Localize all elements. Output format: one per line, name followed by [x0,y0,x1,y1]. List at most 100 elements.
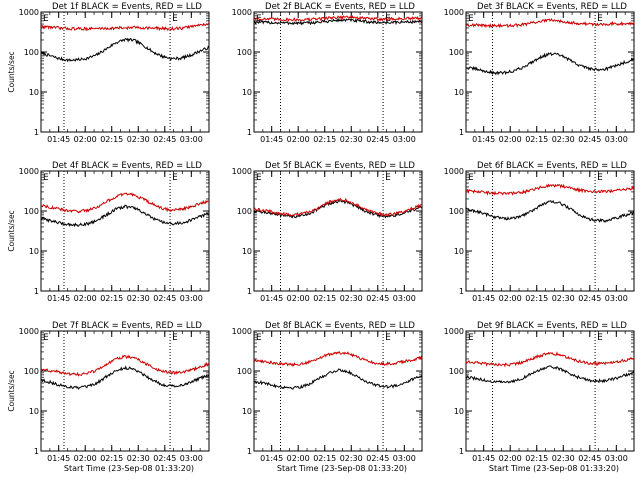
plot-frame [465,330,635,452]
y-tick-label: 1000 [444,8,464,17]
x-tick-label: 02:30 [340,135,363,144]
x-tick-label: 02:45 [153,454,176,463]
panel-title: Det 2f BLACK = Events, RED = LLD [265,2,415,12]
x-tick-label: 02:15 [313,294,336,303]
x-tick-label: 02:15 [100,454,123,463]
y-axis-label: Counts/sec [7,51,16,92]
x-tick-label: 02:00 [74,454,97,463]
x-axis-label: Start Time (23-Sep-08 01:33:20) [489,464,619,473]
x-tick-label: 02:00 [74,135,97,144]
y-axis-label: Counts/sec [7,370,16,411]
x-tick-label: 02:45 [153,294,176,303]
x-tick-label: 02:15 [525,135,548,144]
y-tick-label: 1000 [232,167,252,176]
x-tick-label: 01:45 [47,135,70,144]
y-tick-label: 100 [237,48,252,57]
panel-title: Det 9f BLACK = Events, RED = LLD [477,321,627,331]
flag-left: E [468,14,474,24]
x-tick-label: 02:00 [287,135,310,144]
y-tick-label: 10 [242,247,252,256]
x-tick-label: 02:00 [499,454,522,463]
y-tick-label: 1 [247,447,252,456]
flag-right: E [385,333,391,343]
x-tick-label: 03:00 [180,294,203,303]
y-tick-label: 1 [459,128,464,137]
flag-left: E [468,333,474,343]
x-tick-label: 02:15 [100,294,123,303]
x-tick-label: 02:00 [287,454,310,463]
panel-9: Det 9f BLACK = Events, RED = LLD 1 10 100 10… [444,321,635,473]
x-axis-label: Start Time (23-Sep-08 01:33:20) [277,464,407,473]
x-tick-label: 02:45 [366,135,389,144]
x-tick-label: 03:00 [393,135,416,144]
events-series-line [40,204,210,228]
lld-series-line [465,351,635,368]
x-tick-label: 03:00 [393,294,416,303]
flag-right: E [597,14,603,24]
y-tick-label: 1 [459,447,464,456]
x-tick-label: 01:45 [260,454,283,463]
x-tick-label: 02:30 [552,294,575,303]
panel-3: Det 3f BLACK = Events, RED = LLD 1 10 100 10… [444,2,635,144]
x-tick-label: 01:45 [260,294,283,303]
flag-right: E [172,14,178,24]
y-tick-label: 1 [34,287,39,296]
y-tick-label: 10 [242,407,252,416]
plot-frame [465,11,635,133]
x-tick-label: 03:00 [180,454,203,463]
flag-right: E [385,173,391,183]
y-tick-label: 1 [247,287,252,296]
x-tick-label: 01:45 [472,294,495,303]
panel-title: Det 8f BLACK = Events, RED = LLD [265,321,415,331]
y-tick-label: 1000 [232,8,252,17]
x-tick-label: 02:30 [340,454,363,463]
x-tick-label: 02:30 [340,294,363,303]
y-axis-label: Counts/sec [7,210,16,251]
plot-frame [40,330,210,452]
panel-title: Det 7f BLACK = Events, RED = LLD [52,321,202,331]
x-tick-label: 02:45 [153,135,176,144]
panel-4: Det 4f BLACK = Events, RED = LLD 1 10 100 10… [7,161,210,303]
x-tick-label: 02:00 [499,135,522,144]
events-series-line [465,365,635,384]
events-series-line [465,51,635,76]
panel-title: Det 5f BLACK = Events, RED = LLD [265,161,415,171]
y-tick-label: 10 [454,407,464,416]
x-tick-label: 01:45 [472,135,495,144]
lld-series-line [40,22,210,32]
plot-frame [40,11,210,133]
events-series-line [40,37,210,63]
x-tick-label: 02:00 [287,294,310,303]
panel-2: Det 2f BLACK = Events, RED = LLD 1 10 100 10… [232,2,423,144]
events-series-line [253,18,423,26]
y-tick-label: 100 [24,207,39,216]
lld-series-line [253,14,423,23]
y-tick-label: 100 [237,207,252,216]
y-tick-label: 1000 [19,167,39,176]
plot-frame [253,170,423,292]
plot-frame [253,330,423,452]
y-tick-label: 1 [34,447,39,456]
y-tick-label: 10 [454,88,464,97]
x-tick-label: 03:00 [393,454,416,463]
x-tick-label: 02:45 [578,454,601,463]
lld-series-line [465,17,635,29]
x-tick-label: 03:00 [605,454,628,463]
lld-series-line [41,354,210,377]
flag-left: E [43,333,49,343]
y-tick-label: 100 [237,367,252,376]
flag-right: E [172,333,178,343]
panel-5: Det 5f BLACK = Events, RED = LLD 1 10 100 10… [232,161,423,303]
events-series-line [253,199,423,219]
x-tick-label: 02:15 [313,454,336,463]
x-tick-label: 02:45 [366,454,389,463]
events-series-line [465,199,635,223]
x-tick-label: 02:30 [127,454,150,463]
panel-title: Det 4f BLACK = Events, RED = LLD [52,161,202,171]
plot-frame [253,11,423,133]
y-tick-label: 10 [454,247,464,256]
x-tick-label: 02:45 [578,135,601,144]
y-tick-label: 100 [449,207,464,216]
panel-8: Det 8f BLACK = Events, RED = LLD 1 10 100 10… [232,321,423,473]
y-tick-label: 10 [242,88,252,97]
